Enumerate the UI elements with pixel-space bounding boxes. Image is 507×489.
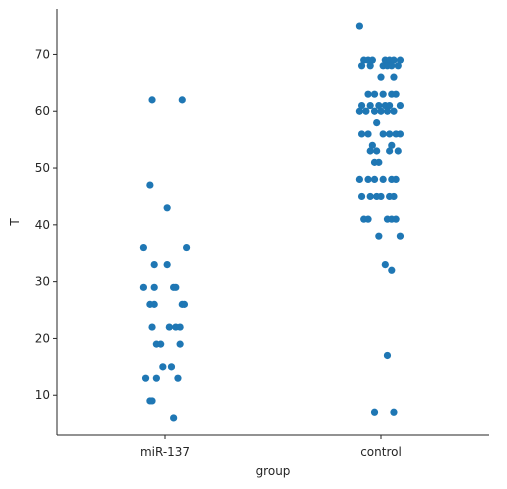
x-tick-label: control	[360, 445, 402, 459]
data-point	[150, 283, 158, 291]
data-point	[388, 141, 396, 149]
data-point	[141, 374, 150, 382]
data-point	[355, 107, 363, 115]
data-point	[139, 283, 147, 291]
data-point	[392, 215, 400, 223]
data-point	[396, 130, 405, 138]
data-point	[146, 181, 154, 189]
data-point	[357, 130, 366, 138]
data-point	[152, 374, 160, 382]
y-tick-label: 40	[35, 218, 50, 232]
data-point	[392, 175, 400, 183]
data-point	[157, 340, 165, 348]
data-point	[390, 56, 398, 64]
x-axis-label: group	[256, 464, 291, 478]
data-point	[375, 232, 383, 240]
y-tick-label: 30	[35, 275, 50, 289]
x-tick-label: miR-137	[140, 445, 190, 459]
data-point	[394, 62, 402, 70]
data-point	[383, 107, 392, 115]
data-point	[368, 141, 376, 149]
data-point	[368, 56, 376, 64]
data-point	[375, 101, 383, 110]
data-point	[159, 363, 167, 371]
data-point	[364, 90, 372, 98]
data-point	[383, 351, 392, 360]
data-point	[163, 261, 171, 269]
x-axis-ticks: miR-137 control	[140, 435, 402, 459]
data-point	[178, 96, 186, 104]
data-point	[364, 130, 372, 138]
data-point	[396, 232, 405, 240]
data-point	[170, 414, 178, 422]
data-point	[396, 101, 405, 110]
data-point	[163, 204, 171, 212]
y-tick-label: 50	[35, 161, 50, 175]
data-point	[366, 192, 374, 201]
data-point	[377, 107, 385, 115]
data-point	[390, 408, 398, 416]
y-tick-label: 20	[35, 331, 50, 345]
data-point	[390, 73, 398, 81]
data-point	[165, 323, 173, 331]
data-point	[180, 300, 189, 308]
data-point	[386, 101, 394, 110]
y-tick-label: 70	[35, 47, 50, 61]
data-point	[379, 90, 387, 98]
data-point	[366, 147, 374, 155]
data-point	[392, 90, 400, 98]
data-point	[396, 56, 405, 64]
data-point	[379, 175, 387, 183]
data-point	[381, 261, 389, 269]
data-point	[148, 397, 156, 405]
data-point	[390, 192, 398, 201]
data-point	[357, 192, 366, 201]
data-point	[386, 147, 394, 155]
y-axis-label: T	[8, 218, 22, 227]
data-point	[390, 107, 398, 115]
data-point	[375, 158, 383, 166]
data-point	[364, 175, 372, 183]
data-point	[388, 266, 396, 274]
data-point	[139, 243, 147, 252]
data-point	[176, 323, 184, 331]
data-point	[357, 101, 366, 110]
data-point	[377, 192, 385, 201]
data-point	[370, 175, 379, 183]
y-tick-label: 60	[35, 104, 50, 118]
data-point	[386, 130, 394, 138]
data-point	[150, 261, 158, 269]
data-point	[364, 215, 372, 223]
data-point	[394, 147, 402, 155]
data-point	[176, 340, 184, 348]
y-tick-label: 10	[35, 388, 50, 402]
data-point	[355, 22, 363, 30]
data-point	[366, 101, 374, 110]
data-point	[370, 107, 379, 115]
data-point	[172, 283, 180, 291]
data-point	[355, 175, 363, 183]
data-point	[183, 243, 191, 252]
data-point	[362, 107, 370, 115]
data-point	[357, 62, 366, 70]
data-point	[388, 62, 396, 70]
data-points	[139, 22, 405, 422]
data-point	[377, 73, 385, 81]
data-point	[150, 300, 158, 308]
data-point	[174, 374, 182, 382]
data-point	[370, 90, 379, 98]
data-point	[373, 119, 381, 127]
data-point	[370, 408, 379, 416]
data-point	[373, 147, 381, 155]
data-point	[167, 363, 176, 371]
data-point	[379, 130, 387, 138]
data-point	[366, 62, 374, 70]
y-axis-ticks: 10 20 30 40 50 60 70	[35, 47, 57, 402]
data-point	[148, 323, 156, 331]
data-point	[148, 96, 156, 104]
